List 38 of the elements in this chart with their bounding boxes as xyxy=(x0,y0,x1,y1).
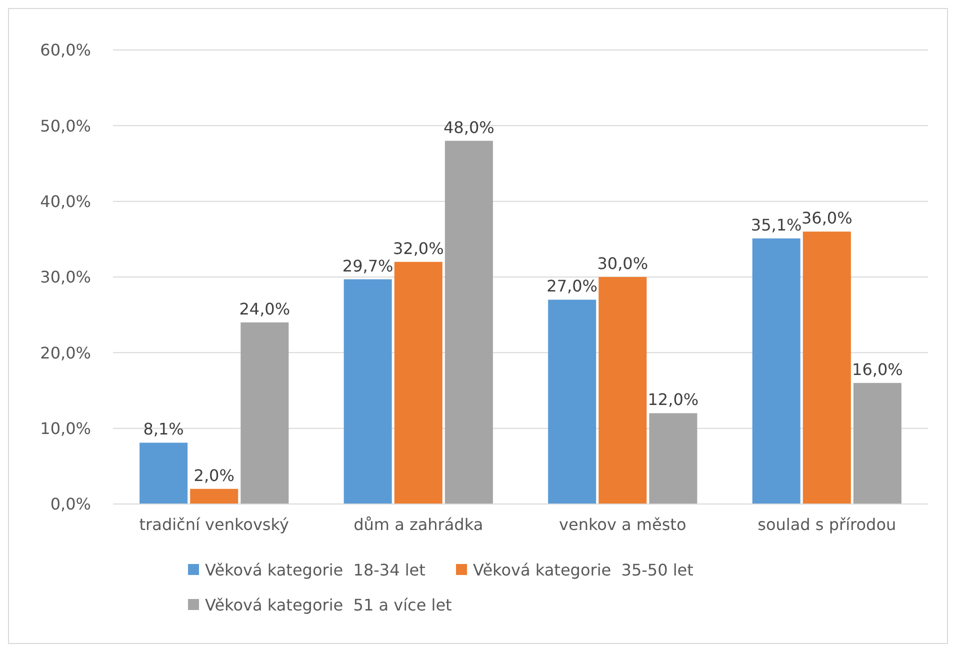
bar xyxy=(394,262,442,504)
x-tick-label: tradiční venkovský xyxy=(139,515,289,534)
data-label: 27,0% xyxy=(546,276,598,296)
bar xyxy=(802,232,851,504)
y-tick-label: 10,0% xyxy=(40,418,91,438)
data-label: 12,0% xyxy=(648,390,699,410)
y-tick-label: 60,0% xyxy=(40,40,91,60)
legend-label: Věková kategorie 18-34 let xyxy=(205,560,426,580)
y-tick-label: 30,0% xyxy=(40,268,91,287)
bar xyxy=(853,382,902,504)
y-tick-label: 0,0% xyxy=(50,494,91,514)
x-tick-label: dům a zahrádka xyxy=(354,515,484,534)
data-label: 48,0% xyxy=(444,118,494,137)
legend-label: Věková kategorie 51 a více let xyxy=(205,596,452,615)
data-label: 16,0% xyxy=(852,360,903,379)
data-label: 29,7% xyxy=(342,256,394,276)
bar xyxy=(752,238,800,504)
bar xyxy=(649,413,698,504)
data-label: 32,0% xyxy=(392,238,444,258)
bar xyxy=(190,488,238,504)
x-tick-label: soulad s přírodou xyxy=(758,515,896,534)
legend-label: Věková kategorie 35-50 let xyxy=(473,560,694,580)
data-label: 8,1% xyxy=(143,420,184,439)
bar xyxy=(344,279,392,504)
y-tick-label: 50,0% xyxy=(40,116,91,136)
bar xyxy=(548,300,596,504)
data-label: 24,0% xyxy=(239,299,290,318)
bar xyxy=(598,277,647,504)
y-tick-label: 20,0% xyxy=(40,343,91,362)
bar xyxy=(240,322,289,504)
x-tick-label: venkov a město xyxy=(559,515,686,534)
y-tick-label: 40,0% xyxy=(40,192,91,211)
data-label: 30,0% xyxy=(597,254,648,273)
data-label: 36,0% xyxy=(801,208,852,228)
bar xyxy=(140,442,188,504)
data-label: 2,0% xyxy=(194,466,234,485)
bar xyxy=(444,140,493,504)
data-label: 35,1% xyxy=(750,215,802,234)
